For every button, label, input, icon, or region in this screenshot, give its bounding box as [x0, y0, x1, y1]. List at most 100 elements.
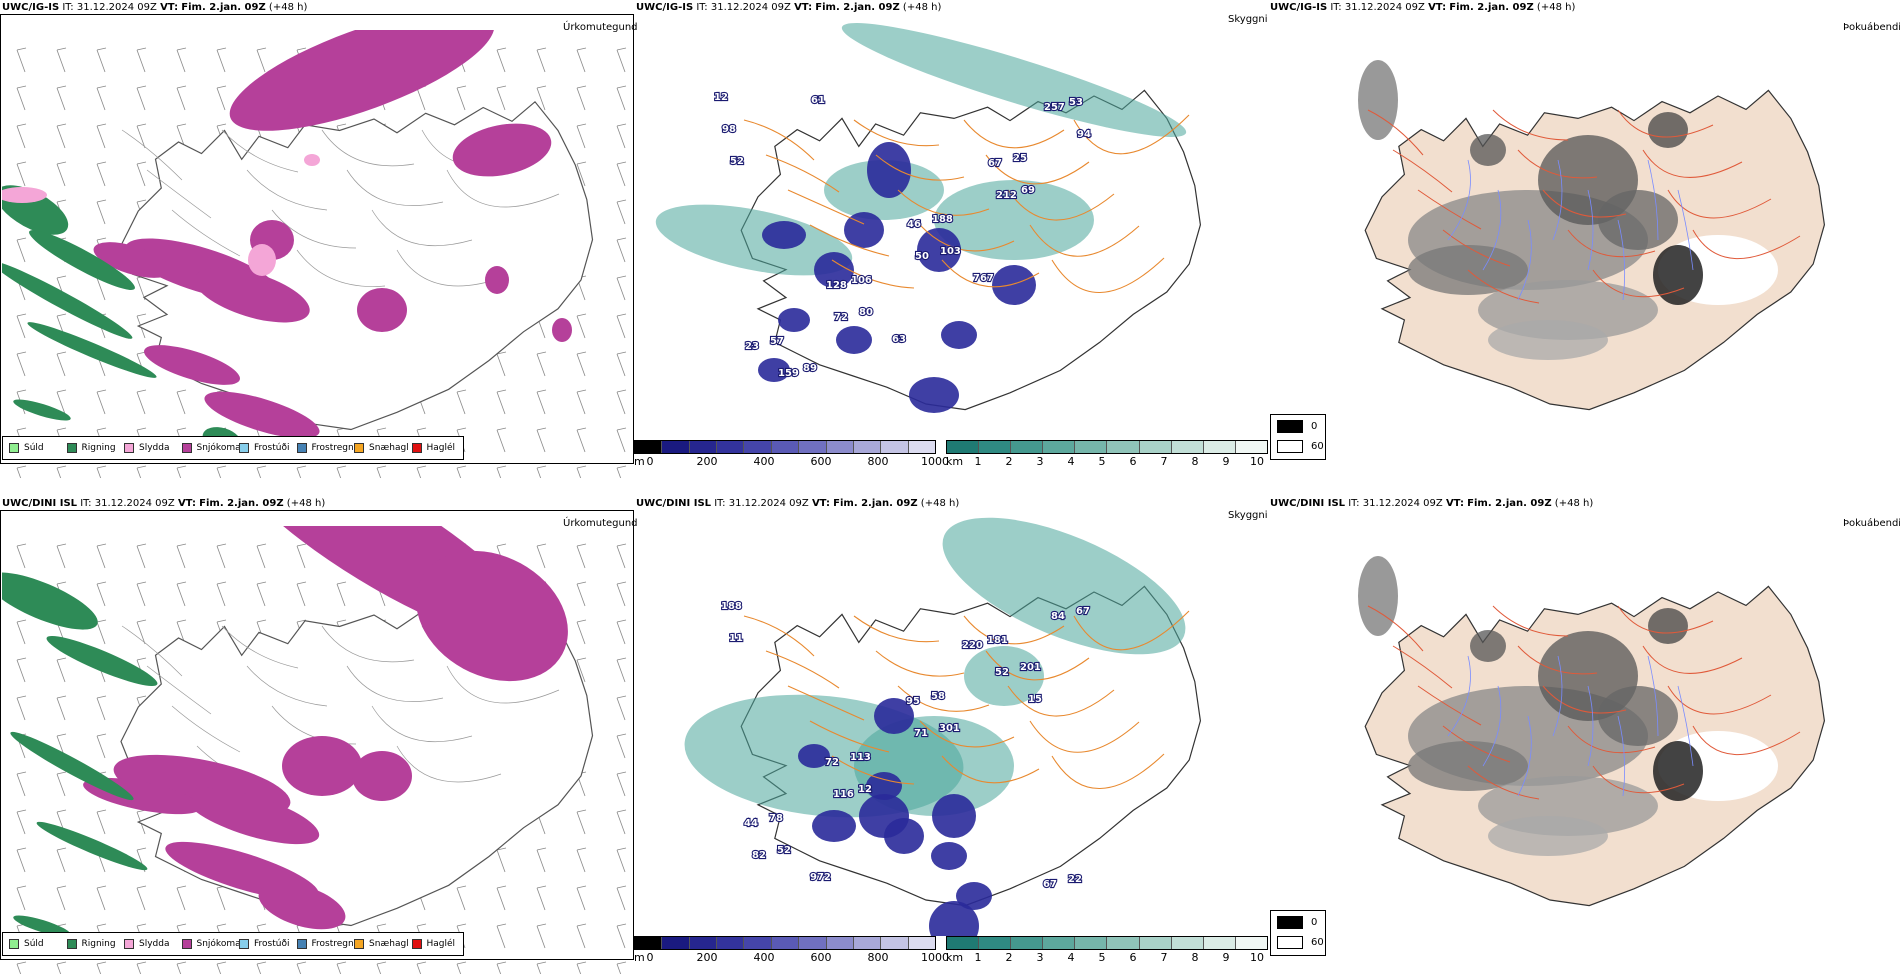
road: [1073, 114, 1190, 155]
snow-area: [93, 242, 171, 278]
visibility-map: 58 113 78 22 181 95 72 44 67 220 188 201 301 12 52 67 52…: [684, 517, 1202, 936]
legend-item: Slydda: [124, 443, 169, 453]
visibility-tick: 8: [1191, 951, 1199, 964]
wind-barb-icon: [616, 313, 627, 339]
title-lead: (+48 h): [920, 498, 960, 509]
road: [875, 650, 965, 677]
visibility-tick: 2: [1005, 951, 1013, 964]
fog-legend: 0 60: [1270, 414, 1326, 460]
wind-barb-icon: [216, 961, 227, 974]
visibility-value: 72: [825, 757, 839, 768]
low-visibility-area: [655, 204, 853, 276]
wind-barb-icon: [616, 733, 627, 759]
wind-barb-icon: [456, 961, 467, 974]
visibility-value: 69: [1021, 185, 1035, 196]
legend-label: Slydda: [139, 443, 170, 453]
road: [985, 650, 1090, 681]
road: [1007, 685, 1115, 717]
visibility-tick: 4: [1067, 951, 1075, 964]
legend-item: Snæhagl: [354, 443, 409, 453]
wind-barb-icon: [336, 961, 347, 974]
snow-area: [144, 345, 240, 385]
visibility-tick: 4: [1067, 455, 1075, 468]
fog-index-area: [1358, 556, 1398, 636]
cloud-base-area: [778, 308, 810, 332]
river: [1552, 655, 1563, 737]
wind-barb-icon: [16, 123, 27, 149]
wind-barb-icon: [616, 47, 627, 73]
title-model: UWC/DINI ISL: [1270, 498, 1346, 509]
wind-barb-icon: [136, 961, 147, 974]
precip-legend: Súld Rigning Slydda Snjókoma Frostúði Frostre…: [2, 932, 464, 956]
legend-item: Slydda: [124, 939, 169, 949]
road: [1367, 605, 1424, 652]
precip-panel-label: Úrkomutegund: [563, 518, 638, 529]
cloud-base-area: [859, 794, 909, 838]
road: [1492, 605, 1569, 637]
title-model: UWC/DINI ISL: [636, 498, 712, 509]
title-lead: (+48 h): [268, 2, 308, 13]
sleet-area: [2, 187, 47, 203]
river: [1517, 219, 1532, 301]
wind-barb-icon: [616, 275, 627, 301]
legend-swatch: [9, 443, 19, 453]
visibility-value: 106: [851, 275, 872, 286]
wind-barb-icon: [496, 427, 507, 453]
wind-barb-icon: [336, 581, 347, 607]
wind-barb-icon: [96, 47, 107, 73]
height-tick: 1000: [921, 455, 949, 468]
road: [853, 119, 940, 147]
visibility-value: 44: [744, 818, 758, 829]
precip-map-frame[interactable]: [0, 510, 634, 974]
title-it-label: IT:: [696, 2, 708, 13]
wind-barb-icon: [136, 465, 147, 478]
precip-map-frame[interactable]: [0, 14, 634, 478]
visibility-value: 52: [777, 845, 791, 856]
wind-barb-icon: [16, 237, 27, 263]
road: [765, 154, 840, 193]
legend-swatch: [9, 939, 19, 949]
cloud-base-area: [917, 228, 961, 272]
wind-barb-icon: [136, 885, 147, 911]
wind-barb-icon: [616, 771, 627, 797]
river: [1482, 189, 1502, 271]
wind-barb-icon: [96, 123, 107, 149]
wind-barb-icon: [496, 47, 507, 73]
visibility-panel: UWC/IG-IS IT: 31.12.2024 09Z VT: Fim. 2.…: [634, 0, 1270, 470]
road: [1492, 109, 1569, 141]
wind-barb-icon: [136, 47, 147, 73]
fog-index-area: [1358, 60, 1398, 140]
fog-legend-item: 60: [1277, 440, 1324, 453]
river: [1517, 715, 1532, 797]
road: [985, 154, 1090, 185]
rain-area: [13, 915, 71, 937]
road: [1417, 685, 1482, 726]
visibility-value: 89: [803, 363, 817, 374]
wind-barb-icon: [496, 465, 507, 478]
visibility-tick: 8: [1191, 455, 1199, 468]
legend-label: Snjókoma: [196, 939, 241, 949]
wind-barb-icon: [56, 85, 67, 111]
visibility-value: 12: [714, 92, 728, 103]
legend-item: Frostúði: [239, 443, 289, 453]
wind-barb-icon: [416, 465, 427, 478]
wind-barb-icon: [16, 313, 27, 339]
legend-label: Snæhagl: [369, 939, 409, 949]
wind-barb-icon: [56, 847, 67, 873]
title-it-label: IT:: [1348, 498, 1360, 509]
road: [1029, 720, 1140, 753]
wind-barb-icon: [576, 885, 587, 911]
wind-barb-icon: [576, 427, 587, 453]
title-it-value: 31.12.2024 09Z: [1362, 498, 1443, 509]
road: [1467, 765, 1540, 800]
visibility-value: 67: [1076, 606, 1090, 617]
visibility-tick: 3: [1036, 951, 1044, 964]
road: [787, 189, 865, 225]
fog-legend: 0 60: [1270, 910, 1326, 956]
title-lead: (+48 h): [286, 498, 326, 509]
snow-area: [352, 751, 412, 801]
wind-barb-icon: [16, 695, 27, 721]
height-tick: 400: [753, 455, 775, 468]
road: [831, 259, 915, 289]
title-it-value: 31.12.2024 09Z: [710, 2, 791, 13]
